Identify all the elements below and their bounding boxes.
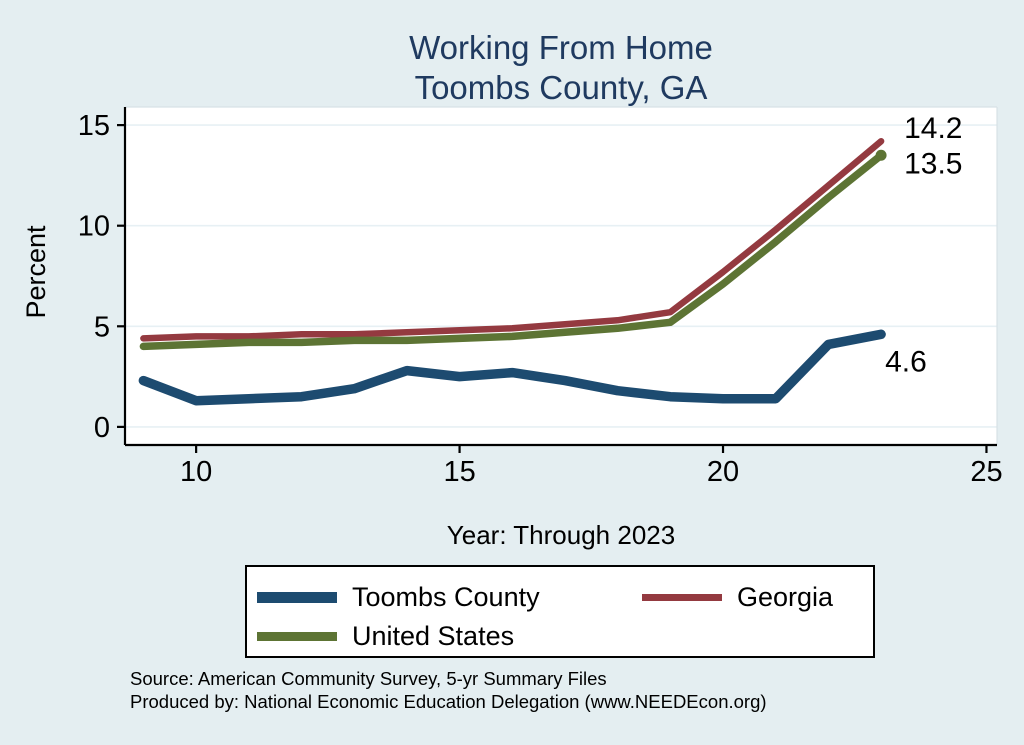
page-title-line1: Working From Home bbox=[409, 29, 713, 66]
legend-swatch-toombs-county bbox=[257, 591, 337, 603]
x-axis-caption: Year: Through 2023 bbox=[446, 520, 676, 550]
page-title-line2: Toombs County, GA bbox=[414, 69, 708, 106]
series-line-toombs-county bbox=[138, 329, 886, 406]
chart-title: Working From Home Toombs County, GA bbox=[125, 28, 997, 108]
legend-item-georgia: Georgia bbox=[642, 582, 833, 612]
y-tick-label-10: 10 bbox=[78, 211, 110, 243]
source-line: Source: American Community Survey, 5-yr … bbox=[130, 668, 607, 689]
x-tick-label-15: 15 bbox=[443, 456, 475, 488]
series-line-georgia bbox=[140, 137, 885, 342]
series-end-marker-united-states bbox=[875, 149, 887, 161]
source-note: Source: American Community Survey, 5-yr … bbox=[130, 668, 767, 713]
y-tick-label-15: 15 bbox=[78, 110, 110, 142]
y-axis-title: Percent bbox=[21, 225, 51, 319]
legend-box: Toombs County Georgia United States bbox=[245, 565, 875, 658]
y-tick-label-5: 5 bbox=[94, 311, 110, 343]
x-tick-label-25: 25 bbox=[970, 456, 1002, 488]
x-tick-label-10: 10 bbox=[180, 456, 212, 488]
legend-label-united-states: United States bbox=[352, 620, 515, 651]
legend-label-toombs-county: Toombs County bbox=[352, 581, 540, 612]
legend-swatch-georgia bbox=[642, 593, 722, 601]
y-tick-label-0: 0 bbox=[94, 412, 110, 444]
end-value-label-toombs-county: 4.6 bbox=[885, 345, 927, 378]
legend-swatch-united-states bbox=[257, 631, 337, 641]
legend-item-toombs-county: Toombs County bbox=[257, 582, 540, 612]
end-value-label-georgia: 14.2 bbox=[904, 112, 962, 145]
legend-label-georgia: Georgia bbox=[737, 581, 834, 612]
x-tick-label-20: 20 bbox=[707, 456, 739, 488]
series-line-united-states bbox=[139, 151, 885, 351]
produced-by-line: Produced by: National Economic Education… bbox=[130, 690, 767, 712]
end-value-label-united-states: 13.5 bbox=[904, 147, 962, 180]
legend-item-united-states: United States bbox=[257, 621, 514, 651]
